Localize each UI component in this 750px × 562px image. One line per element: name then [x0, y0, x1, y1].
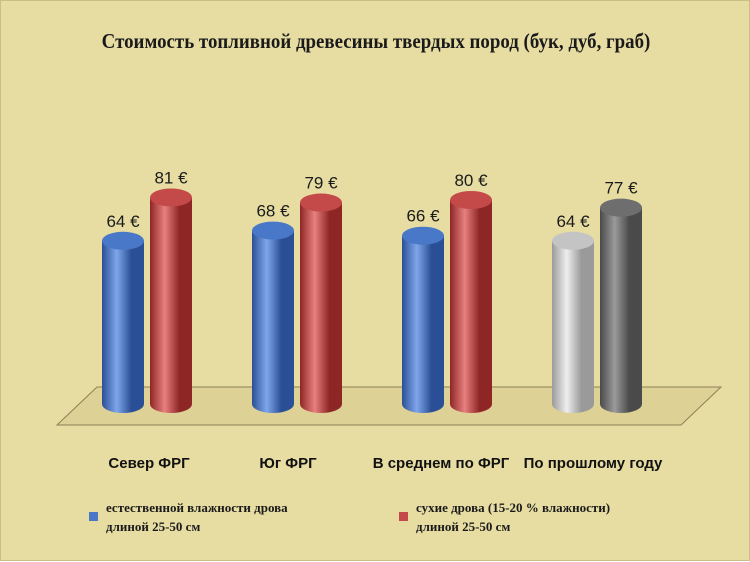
value-labels-group: 64 € 81 € 68 € 79 € 66 € 80 € 64 € 77 €	[106, 168, 638, 230]
value-label-natural-1: 68 €	[256, 202, 290, 221]
bar-natural-2	[402, 226, 444, 413]
legend-label-natural-line1: естественной влажности дрова	[106, 500, 288, 515]
bar-natural-0	[102, 231, 144, 413]
category-label-0: Север ФРГ	[108, 455, 190, 472]
category-label-1: Юг ФРГ	[259, 455, 317, 472]
bar-dry-0	[150, 188, 192, 413]
legend-label-natural-line2: длиной 25-50 см	[106, 519, 201, 534]
value-label-natural-3: 64 €	[556, 212, 590, 231]
value-label-natural-0: 64 €	[106, 212, 140, 231]
bar-dry-1	[300, 193, 342, 413]
bar-dry-3	[600, 198, 642, 413]
value-label-dry-2: 80 €	[454, 171, 488, 190]
legend-label-dry-line2: длиной 25-50 см	[416, 519, 511, 534]
chart-title: Стоимость топливной древесины твердых по…	[101, 29, 651, 53]
legend-item-dry: сухие дрова (15-20 % влажности) длиной 2…	[399, 498, 646, 536]
legend-swatch-natural	[89, 512, 98, 521]
legend-swatch-dry	[399, 512, 408, 521]
bar-natural-1	[252, 221, 294, 413]
category-label-2: В среднем по ФРГ	[373, 455, 510, 472]
bar-dry-2	[450, 191, 492, 413]
legend-item-natural: естественной влажности дрова длиной 25-5…	[89, 498, 336, 536]
category-label-3: По прошлому году	[524, 455, 663, 472]
value-label-dry-1: 79 €	[304, 174, 338, 193]
bars-group	[102, 188, 642, 413]
value-label-dry-3: 77 €	[604, 179, 638, 198]
value-label-natural-2: 66 €	[406, 207, 440, 226]
value-label-dry-0: 81 €	[154, 168, 188, 187]
category-labels-group: Север ФРГ Юг ФРГ В среднем по ФРГ По прошло…	[108, 455, 663, 472]
legend-label-dry-line1: сухие дрова (15-20 % влажности)	[416, 500, 611, 515]
bar-natural-3	[552, 231, 594, 413]
